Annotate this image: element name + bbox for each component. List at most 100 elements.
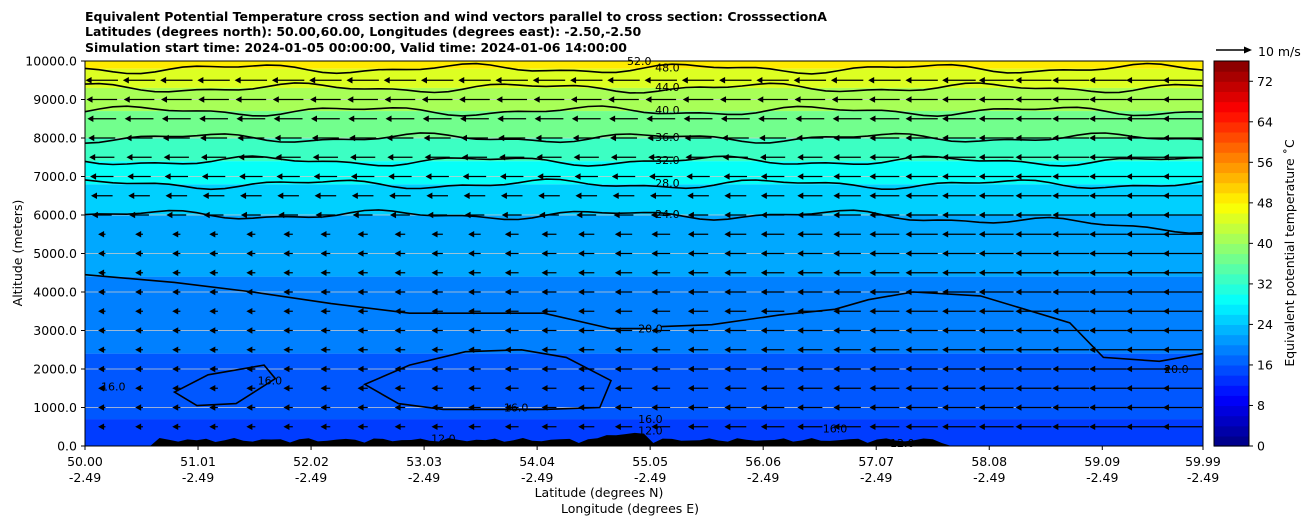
wind-vector-head — [905, 250, 912, 257]
wind-vector-head — [1162, 269, 1169, 276]
wind-vector-35 — [124, 115, 154, 122]
wind-vector-483 — [1015, 269, 1052, 276]
wind-vector-head — [172, 269, 179, 276]
wind-vector-94 — [234, 77, 268, 84]
wind-vector-131 — [310, 96, 341, 103]
chart-title-line-1: Equivalent Potential Temperature cross s… — [85, 9, 827, 24]
wind-vector-490 — [1015, 134, 1052, 142]
wind-vector-head — [1089, 327, 1096, 334]
wind-vector-290 — [651, 327, 671, 334]
wind-vector-188 — [421, 96, 453, 103]
wind-vector-head — [719, 77, 726, 84]
wind-vector-119 — [320, 327, 331, 334]
wind-vector-367 — [797, 308, 823, 315]
wind-vector-head — [352, 211, 359, 219]
wind-vector-head — [199, 115, 206, 122]
wind-vector-541 — [1126, 250, 1165, 257]
wind-vector-111 — [273, 115, 303, 122]
wind-vector-head — [246, 250, 253, 257]
wind-vector-28 — [135, 250, 143, 257]
wind-vector-head — [1162, 115, 1169, 122]
wind-vector-509 — [1052, 134, 1090, 142]
wind-vector-434 — [905, 115, 938, 122]
wind-vector-277 — [613, 211, 634, 219]
wind-vector-204 — [461, 154, 488, 161]
wind-vector-head — [387, 154, 394, 161]
wind-vector-head — [833, 154, 840, 161]
wind-vector-542 — [1126, 231, 1165, 238]
wind-vector-head — [197, 77, 204, 84]
wind-vector-246 — [532, 77, 566, 84]
wind-vector-510 — [1052, 115, 1090, 122]
shade-band-5 — [85, 161, 1203, 185]
colorbar-segment-27 — [1214, 162, 1249, 174]
wind-vector-362 — [797, 404, 823, 411]
wind-vector-547 — [1126, 134, 1165, 142]
quiver-key: 10 m/s — [1216, 44, 1301, 59]
wind-vector-head — [1162, 231, 1169, 238]
wind-vector-221 — [500, 192, 523, 199]
wind-vector-289 — [651, 346, 671, 353]
wind-vector-head — [869, 288, 876, 296]
wind-vector-head — [1162, 404, 1169, 411]
wind-vector-17 — [86, 96, 118, 103]
wind-vector-161 — [394, 250, 406, 257]
wind-vector-208 — [458, 77, 491, 84]
wind-vector-head — [240, 211, 247, 219]
wind-vector-482 — [1015, 288, 1052, 296]
wind-vector-head — [1089, 192, 1096, 199]
wind-vector-86 — [246, 231, 256, 238]
wind-vector-head — [797, 308, 804, 315]
wind-vector-446 — [942, 250, 976, 257]
wind-vector-41 — [172, 365, 181, 373]
colorbar-segment-26 — [1214, 172, 1249, 184]
wind-vector-head — [309, 77, 316, 84]
wind-vector-head — [468, 308, 475, 315]
wind-vector-51 — [164, 173, 189, 180]
wind-vector-head — [237, 134, 244, 142]
wind-vector-210 — [504, 404, 519, 411]
wind-vector-head — [394, 231, 401, 238]
wind-vector-393 — [833, 173, 861, 180]
wind-vector-456 — [978, 423, 1014, 430]
wind-vector-0 — [98, 423, 106, 430]
wind-vector-head — [760, 385, 767, 392]
wind-vector-60 — [209, 365, 218, 373]
wind-vector-408 — [869, 250, 900, 257]
colorbar-segment-2 — [1214, 415, 1249, 427]
wind-vector-head — [541, 308, 548, 315]
wind-vector-head — [1162, 250, 1169, 257]
wind-vector-head — [504, 346, 511, 353]
x-tick-label-lon: -2.49 — [973, 470, 1005, 485]
wind-vector-head — [869, 250, 876, 257]
wind-vector-121 — [320, 288, 331, 296]
wind-vector-279 — [611, 173, 636, 180]
contour-label-1: 20.0 — [638, 323, 663, 336]
wind-vector-head — [423, 134, 430, 142]
wind-vector-head — [1052, 134, 1059, 142]
wind-vector-head — [1052, 385, 1059, 392]
wind-vector-head — [464, 211, 471, 219]
wind-vector-363 — [797, 385, 823, 392]
wind-vector-14 — [89, 154, 115, 161]
wind-vector-head — [283, 327, 290, 334]
wind-vector-136 — [357, 365, 368, 373]
wind-vector-274 — [614, 269, 633, 276]
wind-vector-39 — [172, 404, 181, 411]
wind-vector-head — [162, 134, 169, 142]
wind-vector-head — [1015, 115, 1022, 122]
wind-vector-head — [1089, 269, 1096, 276]
wind-vector-452 — [942, 134, 976, 142]
wind-vector-268 — [614, 385, 633, 392]
shaded-temperature-field — [85, 61, 1203, 446]
wind-vector-head — [760, 211, 767, 219]
wind-vector-head — [1052, 173, 1059, 180]
wind-vector-head — [649, 173, 656, 180]
wind-vectors — [85, 77, 1203, 430]
wind-vector-405 — [869, 308, 900, 315]
wind-vector-head — [724, 404, 731, 411]
wind-vector-head — [311, 134, 318, 142]
wind-vector-head — [357, 269, 364, 276]
